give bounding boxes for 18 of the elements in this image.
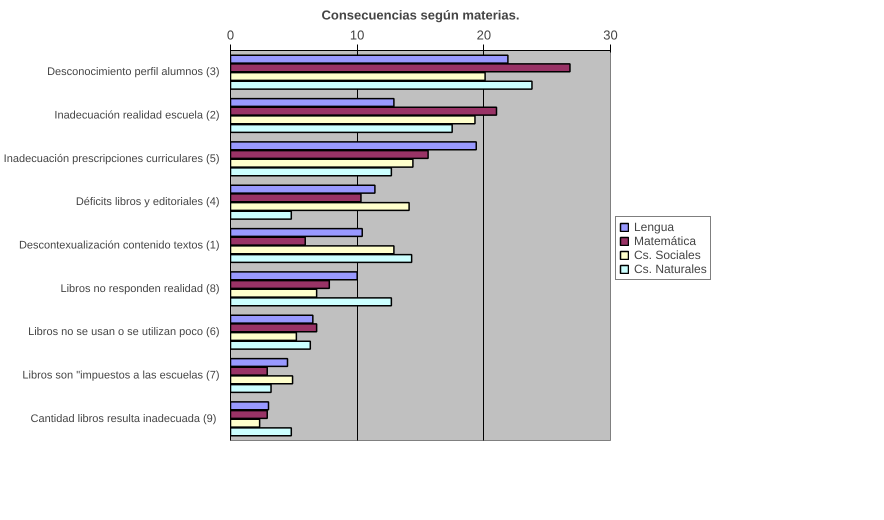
y-tick-label: Libros no responden realidad (8) [60, 282, 220, 295]
chart-title: Consecuencias según materias. [322, 8, 520, 22]
y-tick-label: Libros son "impuestos a las escuelas (7) [22, 370, 220, 382]
legend-label: Cs. Naturales [634, 262, 707, 276]
y-tick-label: Desconocimiento perfil alumnos (3) [47, 66, 220, 78]
y-tick-label: Libros no se usan o se utilizan poco (6) [28, 326, 220, 338]
y-tick-label: Cantidad libros resulta inadecuada (9) [30, 412, 216, 425]
x-tick-label: 20 [476, 28, 492, 42]
legend-label: Cs. Sociales [634, 248, 701, 262]
legend-label: Matemática [634, 234, 696, 248]
y-tick-label: Descontexualización contenido textos (1) [18, 240, 220, 252]
y-tick-label: Inadecuación realidad escuela (2) [54, 110, 220, 122]
x-tick-label: 10 [350, 28, 364, 42]
x-tick-label: 30 [603, 28, 618, 42]
y-tick-label: Déficits libros y editoriales (4) [76, 196, 220, 208]
y-tick-label: Inadecuación prescripciones curriculares (5) [4, 152, 220, 165]
legend-label: Lengua [634, 220, 674, 234]
x-tick-label: 0 [226, 28, 234, 42]
